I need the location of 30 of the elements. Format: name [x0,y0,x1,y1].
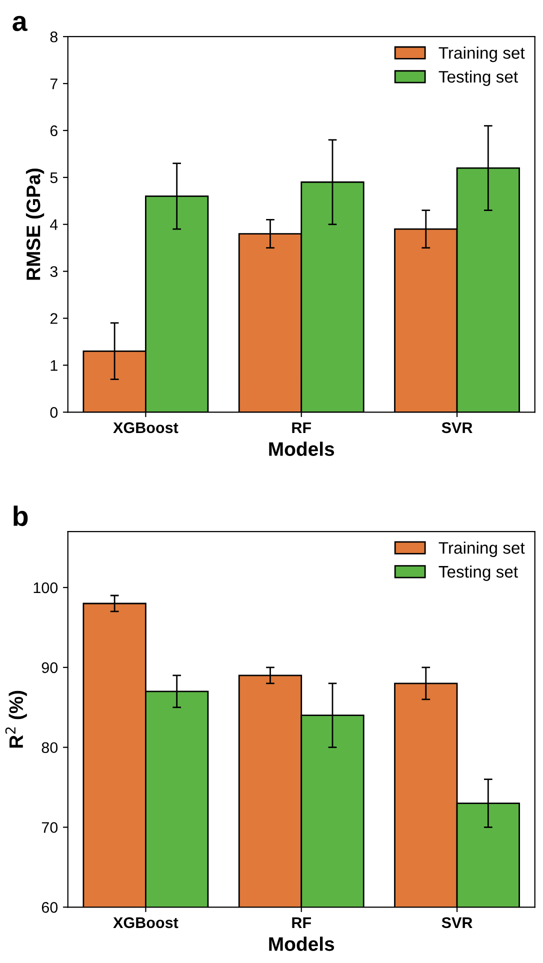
legend-label: Testing set [438,70,518,86]
y-tick-label: 5 [50,172,58,184]
y-tick-label: 60 [42,902,58,913]
y-tick-label: 90 [42,662,58,674]
x-tick-label: RF [292,422,311,433]
y-tick-label: 6 [50,125,58,136]
text: b [14,506,28,526]
x-tick-label: RF [292,917,311,928]
legend-label: Training set [438,542,525,558]
x-tick-label: XGBoost [113,917,178,928]
y-axis-title: R$^{2}$ (%) [5,690,27,748]
y-tick-label: 2 [50,313,58,324]
y-tick-label: 4 [50,219,58,230]
x-tick-label: XGBoost [113,422,178,434]
x-tick-label: SVR [442,422,472,434]
y-tick-label: 70 [42,822,58,833]
y-tick-label: 3 [50,266,58,278]
x-axis-title: Models [269,936,334,951]
x-axis-title: Models [269,442,334,456]
y-tick-label: 0 [50,407,58,418]
y-tick-label: 7 [50,78,58,90]
text: a [12,16,28,32]
y-tick-label: 8 [50,31,58,42]
x-tick-label: SVR [442,917,472,928]
legend-label: Training set [438,46,525,62]
y-axis-title: RMSE (GPa) [26,168,44,280]
y-tick-label: 1 [50,360,58,371]
y-tick-label: 80 [42,742,58,754]
y-tick-label: 100 [34,582,58,594]
legend-label: Testing set [438,565,518,581]
